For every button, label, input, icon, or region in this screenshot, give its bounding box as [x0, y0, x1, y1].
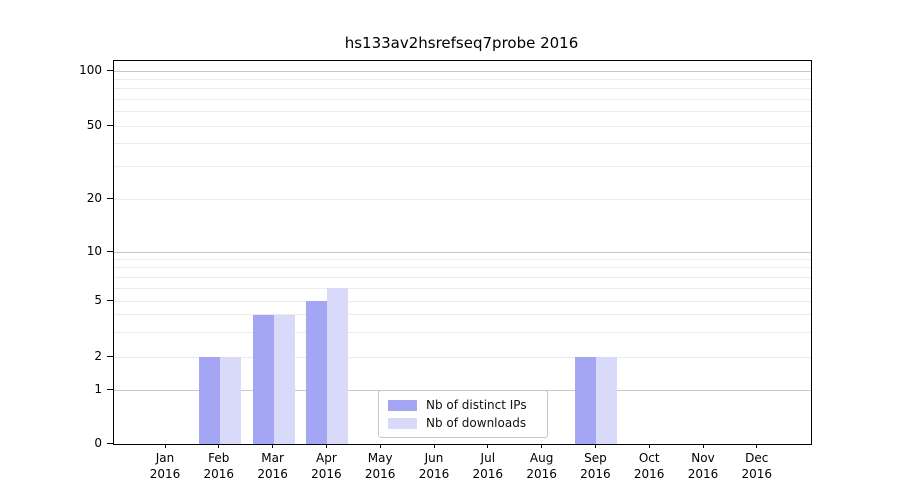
minor-gridline — [114, 276, 811, 278]
major-gridline — [114, 251, 811, 253]
legend-label-distinct-ips: Nb of distinct IPs — [426, 398, 527, 412]
x-tick — [325, 444, 327, 448]
x-tick-label: Jun 2016 — [418, 451, 450, 481]
bar-distinct-ips — [306, 301, 328, 444]
minor-gridline — [114, 314, 811, 316]
chart-title: hs133av2hsrefseq7probe 2016 — [344, 34, 579, 52]
y-tick — [107, 388, 113, 390]
x-tick — [648, 444, 650, 448]
legend-swatch-distinct-ips — [388, 399, 417, 411]
minor-gridline — [114, 267, 811, 269]
x-tick-label: Nov 2016 — [687, 451, 719, 481]
minor-gridline — [114, 258, 811, 260]
y-tick-label: 5 — [94, 293, 102, 307]
x-tick — [164, 444, 166, 448]
minor-gridline — [114, 88, 811, 90]
y-tick-label: 2 — [94, 349, 102, 363]
plot-area — [113, 60, 812, 445]
minor-gridline — [114, 166, 811, 168]
x-tick — [756, 444, 758, 448]
x-tick — [379, 444, 381, 448]
minor-gridline — [114, 331, 811, 333]
x-tick-label: Feb 2016 — [203, 451, 235, 481]
legend-label-downloads: Nb of downloads — [426, 416, 527, 430]
bar-distinct-ips — [198, 357, 220, 444]
bar-distinct-ips — [575, 357, 597, 444]
minor-gridline — [114, 143, 811, 145]
y-tick-label: 10 — [86, 244, 102, 258]
bar-downloads — [273, 314, 295, 444]
x-tick — [487, 444, 489, 448]
x-tick-label: Jan 2016 — [149, 451, 181, 481]
y-tick — [107, 299, 113, 301]
x-tick-label: Jul 2016 — [472, 451, 504, 481]
minor-gridline — [114, 98, 811, 100]
x-tick-label: Apr 2016 — [311, 451, 342, 481]
bar-downloads — [596, 357, 618, 444]
x-tick — [218, 444, 220, 448]
minor-gridline — [114, 300, 811, 302]
y-tick — [107, 124, 113, 126]
major-gridline — [114, 70, 811, 72]
minor-gridline — [114, 356, 811, 358]
y-tick — [107, 442, 113, 444]
x-tick — [433, 444, 435, 448]
x-tick-label: Oct 2016 — [633, 451, 665, 481]
x-tick-label: May 2016 — [364, 451, 396, 481]
legend-item-downloads: Nb of downloads — [388, 415, 538, 431]
y-tick-label: 1 — [94, 382, 102, 396]
minor-gridline — [114, 125, 811, 127]
y-tick — [107, 69, 113, 71]
minor-gridline — [114, 78, 811, 80]
y-tick — [107, 250, 113, 252]
x-tick — [272, 444, 274, 448]
minor-gridline — [114, 111, 811, 113]
minor-gridline — [114, 198, 811, 200]
y-tick-label: 100 — [79, 63, 102, 77]
bar-downloads — [219, 357, 241, 444]
legend: Nb of distinct IPs Nb of downloads — [378, 390, 548, 438]
y-tick — [107, 197, 113, 199]
bar-downloads — [327, 288, 349, 444]
y-tick-label: 0 — [94, 436, 102, 450]
legend-swatch-downloads — [388, 417, 417, 429]
legend-item-distinct-ips: Nb of distinct IPs — [388, 397, 538, 413]
y-tick-label: 50 — [86, 118, 102, 132]
x-tick-label: Aug 2016 — [526, 451, 557, 481]
x-tick-label: Dec 2016 — [741, 451, 773, 481]
y-tick-label: 20 — [86, 191, 102, 205]
bar-distinct-ips — [252, 314, 274, 444]
x-tick-label: Mar 2016 — [257, 451, 288, 481]
x-tick — [702, 444, 704, 448]
x-tick — [594, 444, 596, 448]
x-tick-label: Sep 2016 — [580, 451, 611, 481]
minor-gridline — [114, 287, 811, 289]
x-tick — [541, 444, 543, 448]
y-tick — [107, 355, 113, 357]
